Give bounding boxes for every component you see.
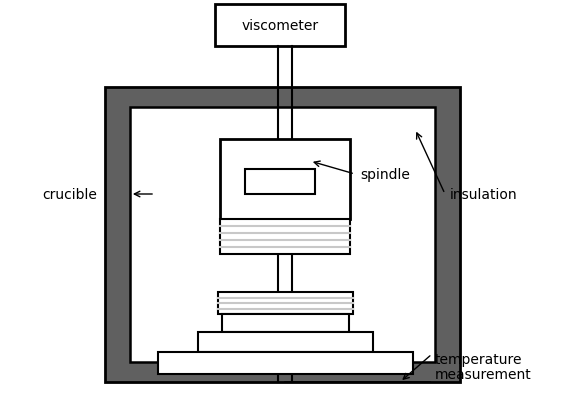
Bar [105, 88, 460, 382]
Text: measurement: measurement [435, 367, 532, 381]
Text: viscometer: viscometer [242, 19, 319, 33]
Bar [245, 170, 315, 195]
Bar [130, 108, 435, 362]
Text: temperature: temperature [435, 352, 523, 366]
Bar [220, 220, 350, 254]
Text: spindle: spindle [360, 168, 410, 182]
Text: crucible: crucible [42, 188, 97, 202]
Bar [222, 314, 349, 332]
Bar [215, 5, 345, 47]
Bar [220, 139, 350, 220]
Bar [198, 332, 373, 352]
Bar [158, 352, 413, 374]
Text: insulation: insulation [450, 188, 518, 202]
Bar [218, 292, 353, 314]
